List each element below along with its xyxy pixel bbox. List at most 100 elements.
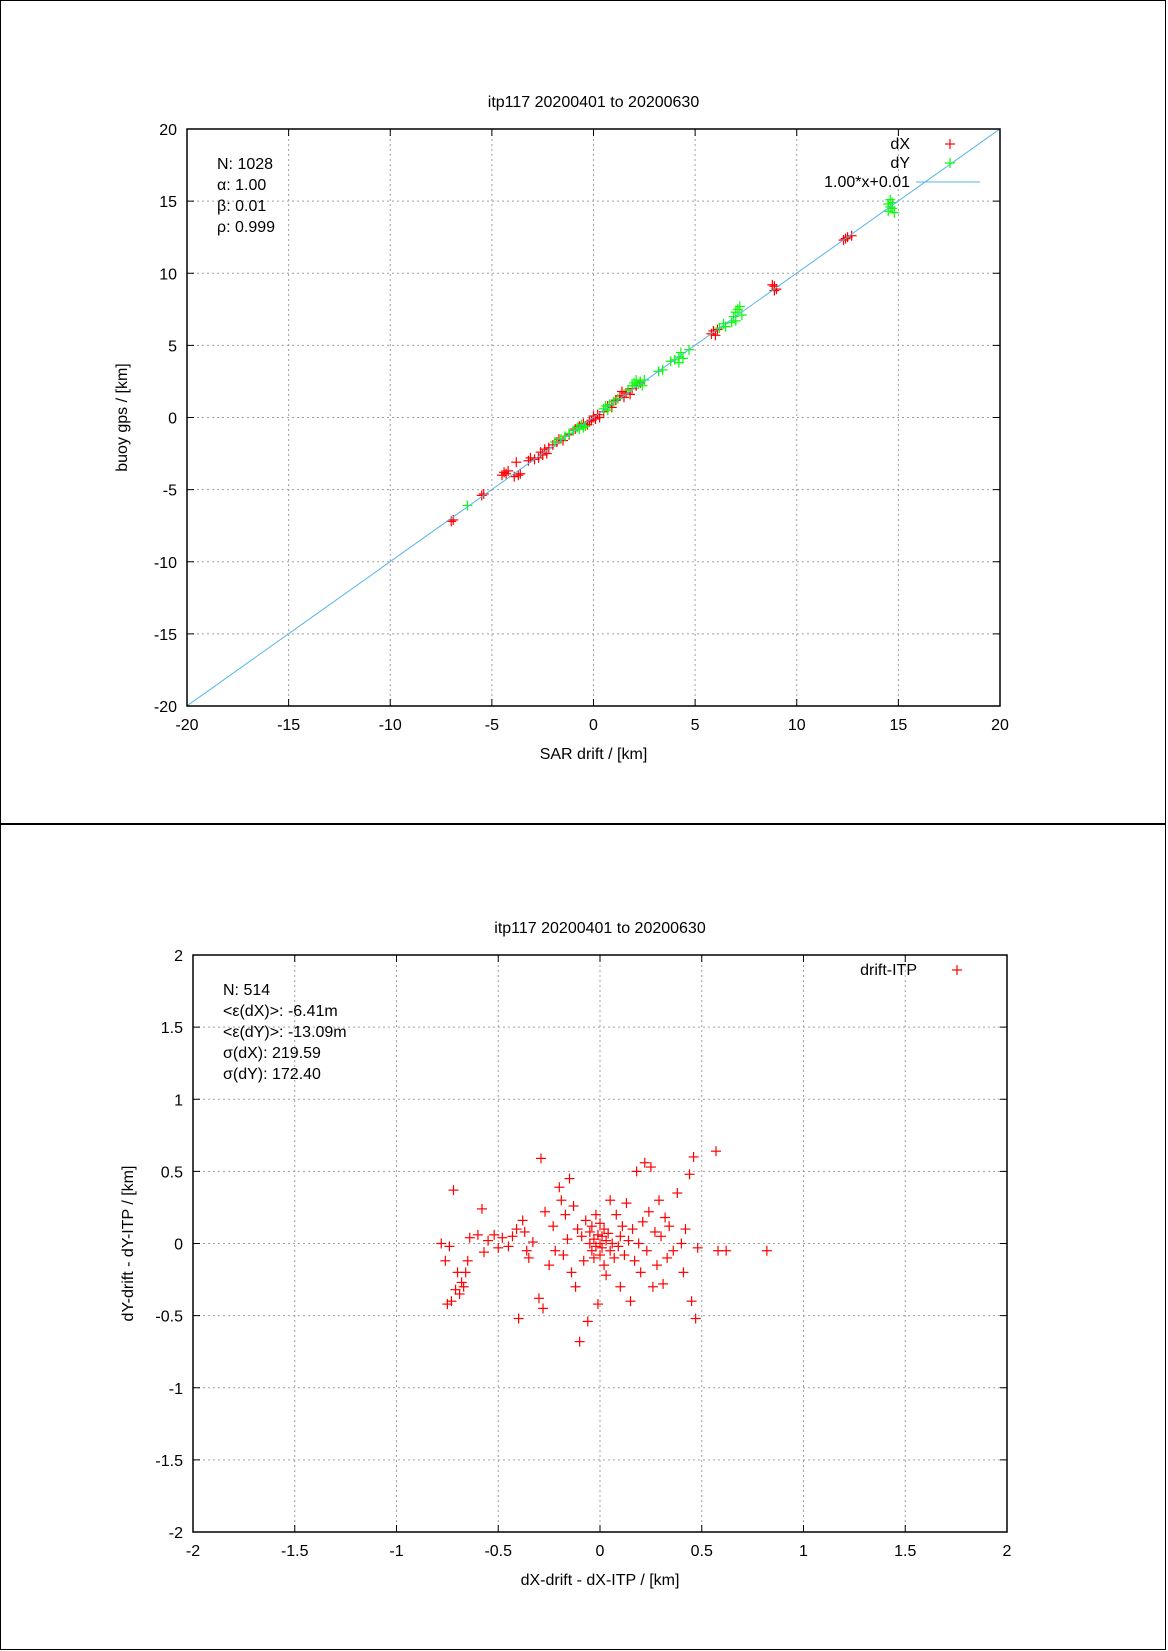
data-point-drift-itp (645, 1162, 656, 1173)
data-point-drift-itp (623, 1235, 634, 1246)
data-point-drift-itp (523, 1252, 534, 1263)
data-point-drift-itp (590, 1209, 601, 1220)
data-point-drift-itp (586, 1245, 597, 1256)
data-point-dy (673, 357, 684, 368)
data-point-dx (533, 452, 544, 463)
fit-line (187, 129, 1000, 706)
y-tick-label: 20 (159, 122, 177, 139)
data-point-drift-itp (562, 1234, 573, 1245)
data-point-drift-itp (592, 1299, 603, 1310)
y-tick-label: -1.5 (155, 1453, 183, 1470)
data-point-drift-itp (678, 1267, 689, 1278)
data-point-drift-itp (436, 1238, 447, 1249)
data-point-drift-itp (597, 1231, 608, 1242)
y-tick-label: -20 (154, 699, 177, 716)
data-point-drift-itp (617, 1221, 628, 1232)
data-point-dy (665, 356, 676, 367)
data-point-drift-itp (601, 1235, 612, 1246)
y-tick-label: -15 (154, 627, 177, 644)
data-point-dx (708, 325, 719, 336)
x-axis-label: SAR drift / [km] (540, 746, 648, 763)
x-tick-label: 0 (589, 717, 598, 734)
data-point-dx (594, 412, 605, 423)
data-point-drift-itp (511, 1224, 522, 1235)
chart-title: itp117 20200401 to 20200630 (494, 920, 706, 937)
x-tick-label: 10 (788, 717, 806, 734)
x-tick-label: -10 (379, 717, 402, 734)
data-point-drift-itp (448, 1185, 459, 1196)
y-tick-label: -0.5 (155, 1309, 183, 1326)
data-point-drift-itp (568, 1200, 579, 1211)
data-point-drift-itp (454, 1288, 465, 1299)
y-tick-label: 1 (174, 1092, 183, 1109)
data-point-dx (515, 468, 526, 479)
data-point-dx (710, 330, 721, 341)
data-point-drift-itp (615, 1281, 626, 1292)
data-point-dx (771, 284, 782, 295)
data-point-drift-itp (476, 1203, 487, 1214)
chart-top-svg: -20 -15 -10 -5 0 5 10 15 20 -20 -15 -10 -5 0 5 10 15 20 dX… (114, 94, 1009, 763)
data-point-drift-itp (556, 1195, 567, 1206)
stats-line: σ(dX): 219.59 (223, 1045, 321, 1062)
data-point-drift-itp (464, 1232, 475, 1243)
y-tick-label: 5 (168, 338, 177, 355)
data-point-drift-itp (660, 1212, 671, 1223)
stats-line: <ε(dX)>: -6.41m (223, 1003, 338, 1020)
data-point-drift-itp (554, 1182, 565, 1193)
data-point-drift-itp (582, 1316, 593, 1327)
data-point-drift-itp (584, 1226, 595, 1237)
x-tick-label: -1 (389, 1543, 403, 1560)
data-point-drift-itp (450, 1284, 461, 1295)
legend-label: dX (890, 136, 910, 153)
data-point-drift-itp (540, 1206, 551, 1217)
data-point-drift-itp (513, 1313, 524, 1324)
data-point-drift-itp (460, 1267, 471, 1278)
data-point-drift-itp (533, 1293, 544, 1304)
data-point-drift-itp (548, 1221, 559, 1232)
data-point-dx (616, 386, 627, 397)
data-point-drift-itp (676, 1238, 687, 1249)
data-point-drift-itp (521, 1245, 532, 1256)
stats-line: β: 0.01 (217, 198, 266, 215)
data-point-drift-itp (664, 1221, 675, 1232)
stats-line: N: 514 (223, 982, 270, 999)
data-point-drift-itp (611, 1209, 622, 1220)
data-point-dy (574, 424, 585, 435)
x-tick-label: 0.5 (691, 1543, 713, 1560)
y-tick-label: -2 (169, 1525, 183, 1542)
data-point-drift-itp (580, 1215, 591, 1226)
data-point-drift-itp (519, 1226, 530, 1237)
data-point-drift-itp (595, 1238, 605, 1249)
x-tick-label: -20 (175, 717, 198, 734)
data-point-dy (883, 199, 894, 210)
x-tick-label: 20 (991, 717, 1009, 734)
data-point-dy (728, 311, 739, 322)
data-point-dy (889, 207, 900, 218)
data-point-drift-itp (588, 1252, 599, 1263)
data-point-drift-itp (672, 1188, 683, 1199)
data-point-dx (846, 230, 857, 241)
data-point-drift-itp (578, 1255, 589, 1266)
chart-title: itp117 20200401 to 20200630 (488, 94, 700, 111)
data-point-drift-itp (635, 1267, 646, 1278)
data-point-dx (769, 285, 780, 296)
x-tick-label: 2 (1003, 1543, 1012, 1560)
data-point-drift-itp (462, 1255, 473, 1266)
data-point-drift-itp (558, 1250, 569, 1261)
data-point-drift-itp (550, 1245, 561, 1256)
data-point-drift-itp (456, 1277, 467, 1288)
data-point-dy (677, 353, 688, 364)
data-point-drift-itp (680, 1224, 691, 1235)
y-tick-label: 15 (159, 194, 177, 211)
data-point-dx (476, 490, 487, 501)
x-tick-label: 5 (691, 717, 700, 734)
data-point-drift-itp (503, 1241, 514, 1252)
y-tick-label: 0 (168, 411, 177, 428)
data-point-drift-itp (592, 1229, 603, 1240)
data-point-dx (586, 415, 597, 426)
data-point-drift-itp (595, 1250, 605, 1261)
data-point-drift-itp (489, 1229, 500, 1240)
x-tick-label: 0 (596, 1543, 605, 1560)
data-point-drift-itp (517, 1215, 528, 1226)
data-point-drift-itp (472, 1229, 483, 1240)
